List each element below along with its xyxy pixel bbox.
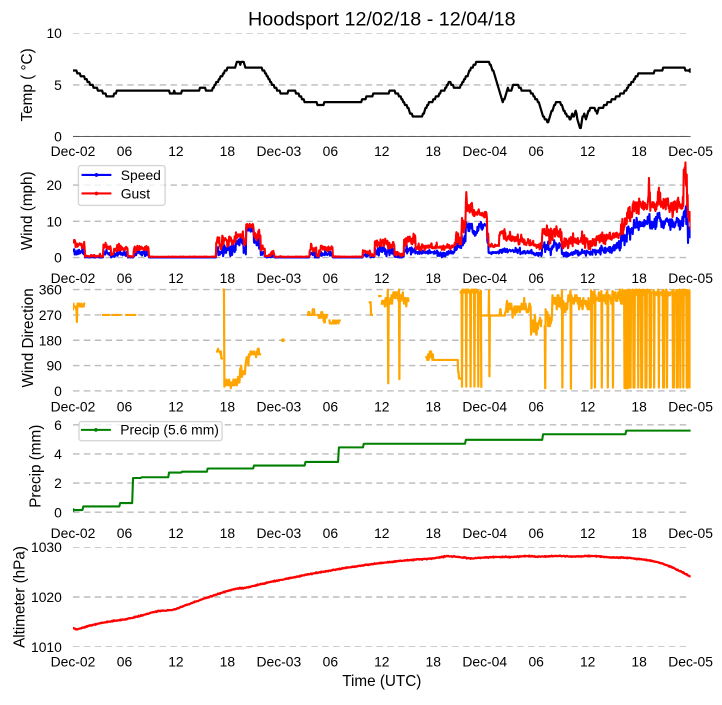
svg-text:18: 18 xyxy=(220,270,236,286)
svg-text:Dec-03: Dec-03 xyxy=(256,270,301,286)
svg-text:Dec-05: Dec-05 xyxy=(668,398,713,414)
svg-text:12: 12 xyxy=(580,654,596,670)
svg-text:18: 18 xyxy=(220,398,236,414)
svg-text:Precip (mm): Precip (mm) xyxy=(28,425,45,508)
svg-text:Dec-02: Dec-02 xyxy=(51,398,96,414)
svg-text:Dec-02: Dec-02 xyxy=(51,143,96,159)
svg-text:Dec-02: Dec-02 xyxy=(51,270,96,286)
svg-text:180: 180 xyxy=(39,332,62,348)
svg-text:Dec-04: Dec-04 xyxy=(462,525,507,541)
svg-text:6: 6 xyxy=(54,417,62,433)
svg-text:Dec-05: Dec-05 xyxy=(668,525,713,541)
svg-text:18: 18 xyxy=(220,525,236,541)
svg-text:0: 0 xyxy=(54,504,62,520)
svg-text:12: 12 xyxy=(580,143,596,159)
svg-text:06: 06 xyxy=(323,654,339,670)
svg-text:Wind (mph): Wind (mph) xyxy=(19,171,36,250)
svg-text:270: 270 xyxy=(39,307,62,323)
svg-text:Speed: Speed xyxy=(121,167,161,183)
svg-text:18: 18 xyxy=(631,270,647,286)
svg-text:06: 06 xyxy=(528,143,544,159)
svg-text:Dec-04: Dec-04 xyxy=(462,270,507,286)
svg-text:06: 06 xyxy=(323,525,339,541)
svg-text:18: 18 xyxy=(631,398,647,414)
svg-text:Hoodsport 12/02/18 - 12/04/18: Hoodsport 12/02/18 - 12/04/18 xyxy=(248,9,516,31)
svg-text:0: 0 xyxy=(54,250,62,266)
svg-text:06: 06 xyxy=(528,654,544,670)
svg-text:Dec-03: Dec-03 xyxy=(256,525,301,541)
svg-text:12: 12 xyxy=(374,143,390,159)
svg-text:2: 2 xyxy=(54,475,62,491)
svg-text:12: 12 xyxy=(374,398,390,414)
svg-text:Dec-03: Dec-03 xyxy=(256,654,301,670)
svg-text:12: 12 xyxy=(374,654,390,670)
svg-text:1030: 1030 xyxy=(31,539,62,555)
svg-text:18: 18 xyxy=(220,654,236,670)
svg-text:18: 18 xyxy=(220,143,236,159)
svg-text:06: 06 xyxy=(117,143,133,159)
svg-text:1020: 1020 xyxy=(31,589,62,605)
svg-text:18: 18 xyxy=(426,398,442,414)
svg-text:12: 12 xyxy=(580,398,596,414)
svg-text:06: 06 xyxy=(117,525,133,541)
svg-text:1010: 1010 xyxy=(31,639,62,655)
svg-text:06: 06 xyxy=(528,525,544,541)
svg-text:4: 4 xyxy=(54,446,62,462)
svg-text:12: 12 xyxy=(168,143,184,159)
svg-text:06: 06 xyxy=(117,654,133,670)
svg-text:18: 18 xyxy=(426,143,442,159)
svg-text:Dec-04: Dec-04 xyxy=(462,398,507,414)
svg-text:90: 90 xyxy=(46,358,62,374)
svg-text:Dec-02: Dec-02 xyxy=(51,525,96,541)
svg-text:10: 10 xyxy=(46,213,62,229)
svg-text:18: 18 xyxy=(426,654,442,670)
svg-text:18: 18 xyxy=(426,525,442,541)
svg-text:Dec-02: Dec-02 xyxy=(51,654,96,670)
svg-text:Dec-05: Dec-05 xyxy=(668,143,713,159)
svg-text:Dec-03: Dec-03 xyxy=(256,398,301,414)
svg-text:18: 18 xyxy=(631,654,647,670)
svg-text:360: 360 xyxy=(39,282,62,298)
svg-text:12: 12 xyxy=(168,654,184,670)
svg-text:Gust: Gust xyxy=(121,185,150,201)
svg-text:06: 06 xyxy=(323,398,339,414)
svg-text:12: 12 xyxy=(168,270,184,286)
svg-text:0: 0 xyxy=(54,383,62,399)
svg-text:5: 5 xyxy=(54,77,62,93)
svg-text:Dec-05: Dec-05 xyxy=(668,654,713,670)
svg-text:Dec-04: Dec-04 xyxy=(462,654,507,670)
svg-text:10: 10 xyxy=(46,25,62,41)
svg-text:18: 18 xyxy=(631,525,647,541)
svg-text:0: 0 xyxy=(54,129,62,145)
svg-text:06: 06 xyxy=(117,270,133,286)
svg-text:18: 18 xyxy=(426,270,442,286)
svg-text:12: 12 xyxy=(580,525,596,541)
svg-text:Dec-04: Dec-04 xyxy=(462,143,507,159)
svg-text:Dec-03: Dec-03 xyxy=(256,143,301,159)
svg-text:06: 06 xyxy=(323,143,339,159)
svg-text:06: 06 xyxy=(323,270,339,286)
svg-text:Altimeter (hPa): Altimeter (hPa) xyxy=(11,546,28,648)
svg-text:12: 12 xyxy=(168,398,184,414)
svg-text:12: 12 xyxy=(580,270,596,286)
svg-text:Precip (5.6 mm): Precip (5.6 mm) xyxy=(120,422,219,438)
svg-text:Temp ( °C): Temp ( °C) xyxy=(19,48,36,121)
svg-text:Time (UTC): Time (UTC) xyxy=(342,673,421,690)
svg-text:06: 06 xyxy=(528,270,544,286)
svg-text:Dec-05: Dec-05 xyxy=(668,270,713,286)
svg-text:18: 18 xyxy=(631,143,647,159)
svg-text:06: 06 xyxy=(117,398,133,414)
svg-text:20: 20 xyxy=(46,177,62,193)
svg-text:12: 12 xyxy=(168,525,184,541)
svg-text:12: 12 xyxy=(374,270,390,286)
svg-text:06: 06 xyxy=(528,398,544,414)
svg-text:Wind Direction: Wind Direction xyxy=(20,288,37,387)
svg-text:12: 12 xyxy=(374,525,390,541)
